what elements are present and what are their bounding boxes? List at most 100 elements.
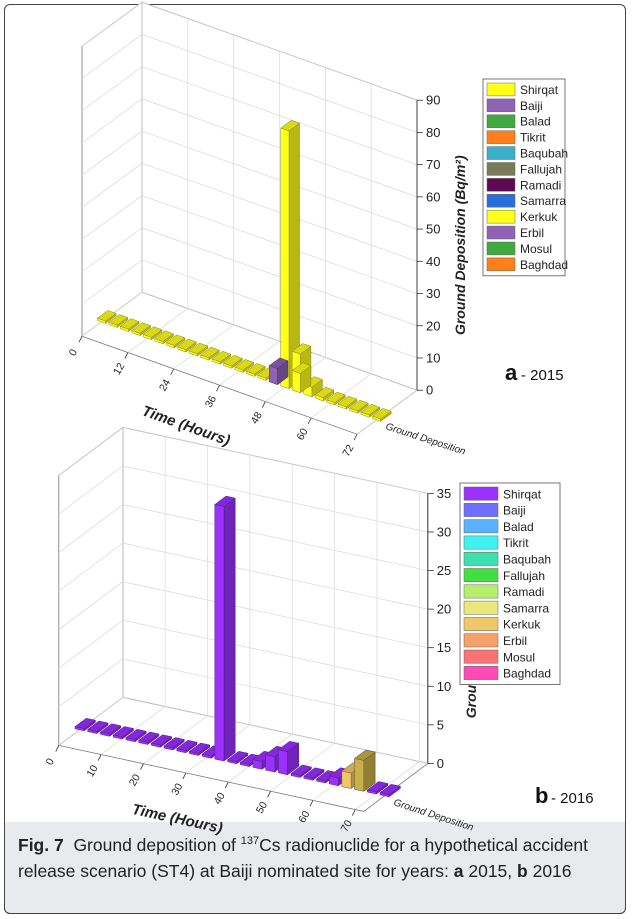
z-tick-label: 20: [437, 602, 451, 617]
bar-18: [165, 334, 186, 349]
x-tick-label: 50: [254, 800, 270, 816]
caption-year-b: 2016: [532, 861, 572, 881]
x-tick: [170, 368, 175, 376]
legend-swatch: [486, 82, 516, 97]
bar-9: [112, 726, 135, 740]
bar-top: [234, 359, 255, 371]
bar-15: [154, 330, 174, 345]
bar-0: [74, 718, 96, 732]
legend-label: Samarra: [503, 601, 549, 615]
bar-3: [108, 314, 129, 328]
legend-swatch: [486, 225, 516, 240]
bar-63: [337, 395, 358, 410]
x-tick-label: 30: [169, 781, 185, 797]
bar-top: [199, 346, 220, 359]
bar-27: [188, 742, 211, 756]
bar-top: [303, 767, 325, 779]
highlight-bar-0: [268, 357, 289, 386]
legend-label: Shirqat: [503, 487, 542, 501]
legend-label: Erbil: [520, 226, 544, 240]
z-tick-label: 80: [426, 125, 440, 140]
legend-swatch: [463, 535, 499, 550]
legend-swatch: [486, 146, 516, 160]
bar-top: [74, 718, 96, 729]
bar-top: [226, 751, 249, 762]
x-tick-label: 40: [212, 790, 228, 806]
bar-24: [188, 342, 209, 357]
z-tick-label: 30: [426, 286, 440, 301]
bar-front: [265, 754, 276, 773]
legend-swatch: [463, 519, 499, 534]
legend-swatch: [486, 98, 516, 113]
x-tick: [353, 434, 358, 441]
bar-top: [163, 737, 185, 749]
legend-label: Baghdad: [520, 258, 568, 272]
x-tick-label: 36: [203, 394, 219, 410]
caption-year-a: 2015,: [468, 861, 518, 881]
bar-top: [360, 404, 381, 416]
x-tick: [351, 809, 356, 816]
caption-background: [4, 822, 626, 914]
legend-swatch: [486, 257, 516, 272]
bar-57: [314, 386, 335, 402]
gridline-z-side: [81, 34, 143, 79]
legend-swatch: [463, 486, 499, 501]
bar-top: [177, 338, 197, 350]
x-tick: [124, 352, 129, 359]
x-tick-label: 48: [249, 410, 265, 426]
bar-top: [138, 731, 160, 743]
legend-label: Baghdad: [503, 667, 551, 681]
bar-top: [154, 330, 174, 342]
gridline-z-side: [58, 542, 124, 592]
x-tick-label: 10: [84, 763, 100, 779]
gridline-z-side: [81, 66, 143, 111]
x-tick: [261, 401, 266, 408]
bar-69: [360, 404, 381, 418]
panel-label: a: [505, 360, 518, 385]
legend-label: Baqubah: [503, 553, 551, 567]
bar-39: [245, 363, 266, 377]
bar-top: [119, 318, 140, 330]
x-tick-label: 60: [294, 426, 310, 442]
bar-top: [131, 322, 152, 334]
bar-21: [177, 338, 197, 353]
bar-36: [226, 751, 249, 765]
gridline-z-side: [81, 98, 143, 144]
figure-label: Fig. 7: [18, 835, 64, 855]
bar-top: [176, 740, 198, 751]
gridline-z-side: [58, 619, 124, 669]
bar-top: [354, 749, 376, 761]
caption-text-before: Ground deposition of: [73, 835, 241, 855]
bar-24: [176, 740, 198, 754]
z-tick-label: 0: [426, 383, 433, 398]
z-tick-label: 60: [426, 189, 440, 204]
bar-27: [199, 346, 220, 361]
gridline-z-side: [58, 504, 124, 553]
bar-top: [325, 391, 346, 403]
x-tick: [97, 754, 102, 761]
gridline-z-side: [81, 1, 143, 47]
bar-front: [354, 758, 365, 792]
gridline-z-side: [58, 465, 124, 515]
bar-33: [222, 355, 243, 369]
bar-top: [366, 781, 389, 793]
bar-top: [268, 357, 289, 369]
depth-axis-label: Ground Deposition: [384, 421, 467, 457]
x-tick: [224, 781, 229, 789]
bar-18: [150, 734, 173, 748]
z-tick-label: 15: [437, 640, 451, 655]
legend-swatch: [463, 568, 499, 583]
gridline-z-side: [81, 259, 143, 305]
bar-0: [96, 310, 117, 324]
legend-swatch: [463, 633, 499, 648]
legend-label: Fallujah: [520, 162, 562, 176]
bar-6: [99, 723, 122, 737]
depth-axis-label: Ground Deposition: [392, 797, 475, 833]
legend-swatch: [463, 666, 499, 680]
bar-front: [291, 370, 301, 394]
bar-top: [214, 495, 236, 507]
legend-label: Mosul: [520, 242, 552, 256]
legend-label: Tikrit: [503, 536, 529, 550]
legend-label: Erbil: [503, 634, 527, 648]
